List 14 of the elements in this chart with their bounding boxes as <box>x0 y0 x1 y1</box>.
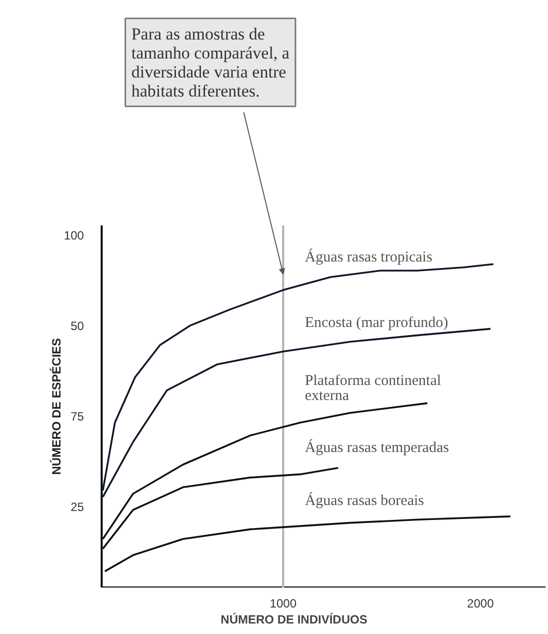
series-label: Encosta (mar profundo) <box>304 315 448 332</box>
series-label: Águas rasas boreais <box>304 492 424 510</box>
series-label: Águas rasas tropicais <box>304 248 432 266</box>
series-label: Plataforma continental externa <box>304 372 442 404</box>
x-tick-label: 2000 <box>467 596 494 610</box>
x-tick-label: 1000 <box>270 596 297 610</box>
y-axis-title: NÚMERO DE ESPÉCIES <box>49 338 64 475</box>
text: 25 <box>70 500 84 514</box>
text: 50 <box>70 319 84 334</box>
text: 75 <box>70 410 84 424</box>
text: 100 <box>64 228 84 243</box>
annotation: Para as amostras de tamanho comparável, a diversidade varia entre habitats diferentes. <box>131 24 290 100</box>
x-axis-title: NÚMERO DE INDIVÍDUOS <box>220 612 368 626</box>
series-label: Águas rasas temperadas <box>304 439 450 456</box>
